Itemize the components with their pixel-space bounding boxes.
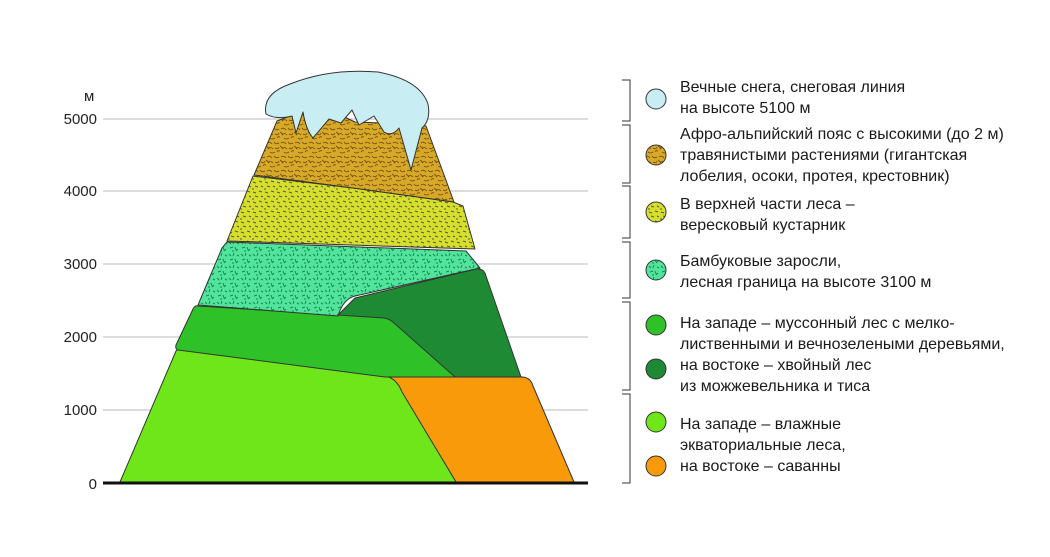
legend-brackets — [622, 79, 631, 484]
legend-bamboo-line-1: Бамбуковые заросли, — [680, 253, 841, 270]
bracket-alpine — [622, 124, 631, 184]
legend-markers — [645, 88, 667, 477]
legend-alpine-line-2: травянистыми растениями (гигантская — [680, 147, 967, 164]
tick-label-1000: 1000 — [64, 402, 97, 419]
legend-equatorial-line-1: На западе – влажные — [680, 416, 841, 433]
tick-label-0: 0 — [89, 476, 97, 493]
legend-monsoon-line-1: На западе – муссонный лес с мелко- — [680, 315, 955, 332]
legend-marker-monsoon — [645, 314, 667, 336]
legend-monsoon-line-2: лиственными и вечнозелеными деревьями, — [680, 336, 1005, 353]
legend-marker-conifer — [645, 358, 667, 380]
legend-marker-savanna — [645, 455, 667, 477]
tick-label-2000: 2000 — [64, 329, 97, 346]
axis-unit-label: м — [84, 88, 94, 105]
legend-alpine-line-3: лобелия, осоки, протея, крестовник) — [680, 168, 950, 185]
tick-label-5000: 5000 — [64, 111, 97, 128]
zone-eternal-snow — [265, 70, 430, 171]
legend-marker-snow — [645, 88, 667, 110]
legend-snow-line-2: на высоте 5100 м — [680, 100, 810, 117]
zone-monsoon-forest — [175, 305, 456, 378]
legend-equatorial-line-2: экваториальные леса, — [680, 437, 846, 454]
legend-heath-line-1: В верхней части леса – — [680, 196, 855, 213]
mountain-profile — [119, 70, 575, 483]
legend-heath-line-2: вересковый кустарник — [680, 217, 846, 234]
tick-label-4000: 4000 — [64, 183, 97, 200]
legend-alpine-line-1: Афро-альпийский пояс с высокими (до 2 м) — [680, 126, 1004, 143]
legend: Вечные снега, снеговая линия на высоте 5… — [680, 79, 1005, 475]
legend-conifer-line-1: на востоке – хвойный лес — [680, 357, 871, 374]
bracket-bamboo — [622, 241, 631, 299]
tick-label-3000: 3000 — [64, 256, 97, 273]
bracket-forests-lower — [622, 393, 631, 484]
bracket-snow — [622, 79, 631, 122]
legend-marker-bamboo — [645, 259, 667, 281]
legend-bamboo-line-2: лесная граница на высоте 3100 м — [680, 274, 931, 291]
legend-snow-line-1: Вечные снега, снеговая линия — [680, 79, 905, 96]
bracket-forests-middle — [622, 301, 631, 391]
legend-savanna-line-1: на востоке – саванны — [680, 458, 841, 475]
zone-bamboo-thickets — [197, 241, 481, 317]
legend-marker-equatorial — [645, 411, 667, 433]
legend-marker-alpine — [645, 144, 667, 166]
bracket-heath — [622, 185, 631, 239]
legend-conifer-line-2: из можжевельника и тиса — [680, 378, 870, 395]
legend-marker-heath — [645, 201, 667, 223]
altitude-axis: м 5000 4000 3000 2000 1000 0 — [64, 88, 97, 493]
